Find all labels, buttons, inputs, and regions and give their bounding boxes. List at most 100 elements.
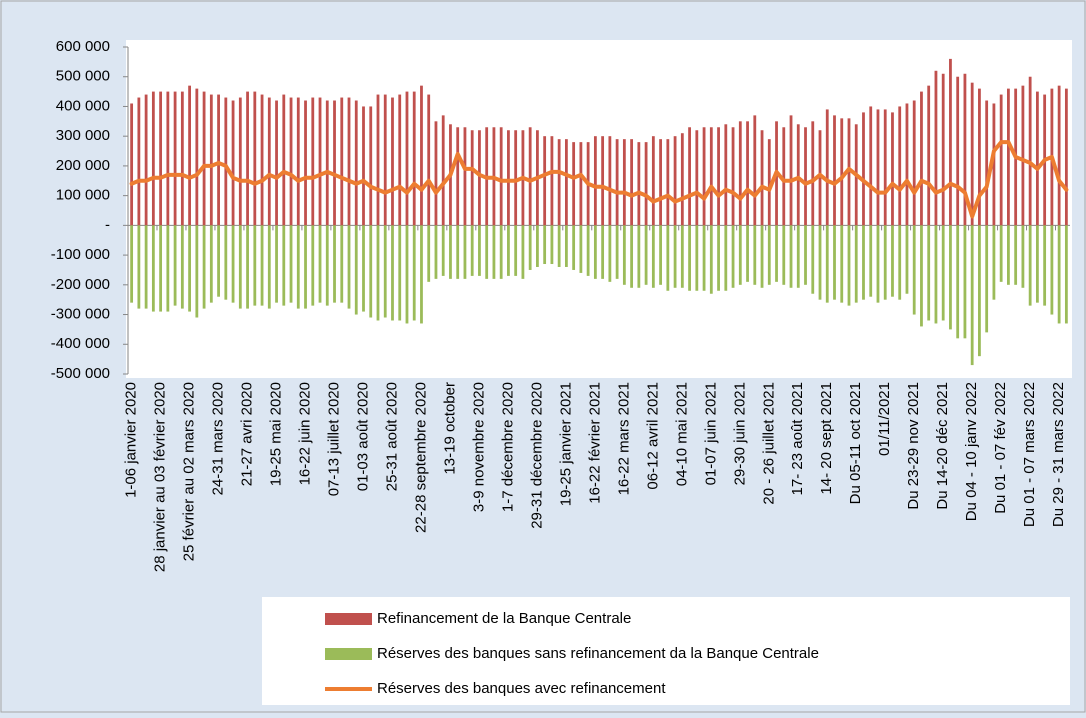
x-tick-label: 25-31 août 2020 [383,382,400,491]
bar [253,225,257,306]
y-tick-label: - [105,216,110,233]
bar [260,225,264,306]
bar [883,109,887,226]
bar [622,225,626,285]
bar [651,136,655,226]
legend-box [262,597,1070,705]
bar [601,225,605,279]
bar [630,139,634,226]
bar [238,225,242,309]
bar [412,225,416,321]
bar [840,225,844,303]
bar [441,225,445,276]
bar [760,130,764,226]
bar [354,100,358,226]
bar [188,85,191,226]
bar [746,121,749,226]
bar [325,100,329,226]
bar [1007,88,1010,226]
line [129,140,1069,219]
bar [383,94,387,226]
x-tick-label: 16-22 mars 2021 [615,382,632,495]
bar [209,225,213,303]
bar [209,94,213,226]
bar [992,225,996,300]
bar [369,225,373,318]
x-tick-label: Du 01 - 07 fév 2022 [992,382,1009,514]
x-tick-label: 29-31 décembre 2020 [528,382,545,529]
bar [688,127,691,226]
bar [521,225,525,279]
bar [1050,225,1054,315]
bar [166,91,170,226]
y-tick-label: -400 000 [51,335,110,352]
bar [333,225,336,303]
bar [847,225,851,306]
bar [927,85,931,226]
bar [767,225,771,285]
bar [296,225,300,309]
bar [333,100,336,226]
bar [659,139,662,226]
x-tick-label: 04-10 mai 2021 [673,382,690,486]
x-tick-label: 13-19 october [441,382,458,475]
bar [767,139,771,226]
bar [1057,85,1061,226]
bar [267,97,271,226]
bar [905,225,909,294]
bar [891,225,894,297]
bar [434,225,438,279]
legend-label: Refinancement de la Banque Centrale [377,610,631,627]
bar [956,76,960,226]
bar [912,225,916,315]
bar [992,103,996,226]
bar [260,94,264,226]
bar [543,136,547,226]
bar [449,225,452,279]
bar [347,225,351,309]
bar [920,91,923,226]
y-tick-label: 500 000 [56,68,110,85]
bar [1007,225,1010,285]
bar [398,94,402,226]
bar [622,139,626,226]
bar [1021,225,1025,288]
x-tick-label: 06-12 avril 2021 [644,382,661,490]
bar [651,225,655,288]
bar [275,100,278,226]
bar [557,139,561,226]
bar [282,94,286,226]
bar [420,225,423,324]
bar [137,225,141,309]
bar [275,225,278,303]
x-tick-label: 14- 20 sept 2021 [818,382,835,495]
bar [818,225,822,300]
bar [789,115,793,226]
bar [898,225,902,300]
bar [811,121,815,226]
bar [593,136,597,226]
bar [891,112,894,226]
bar [499,225,503,279]
bar [528,225,532,270]
bar [1014,225,1018,285]
bar [978,225,981,357]
bar [202,91,206,226]
x-tick-label: 22-28 septembre 2020 [412,382,429,533]
bar [362,225,365,312]
x-tick-label: Du 29 - 31 mars 2022 [1050,382,1067,527]
x-tick-label: 21-27 avri 2020 [239,382,256,486]
bar [666,225,670,291]
bar [528,127,532,226]
bar [949,225,952,330]
bar [231,225,235,303]
bar [311,225,315,306]
x-tick-label: 19-25 janvier 2021 [557,382,574,506]
bar [420,85,423,226]
bar [898,106,902,226]
bar [391,225,394,321]
bar [1057,225,1061,324]
bar [325,225,329,306]
bar [825,109,829,226]
